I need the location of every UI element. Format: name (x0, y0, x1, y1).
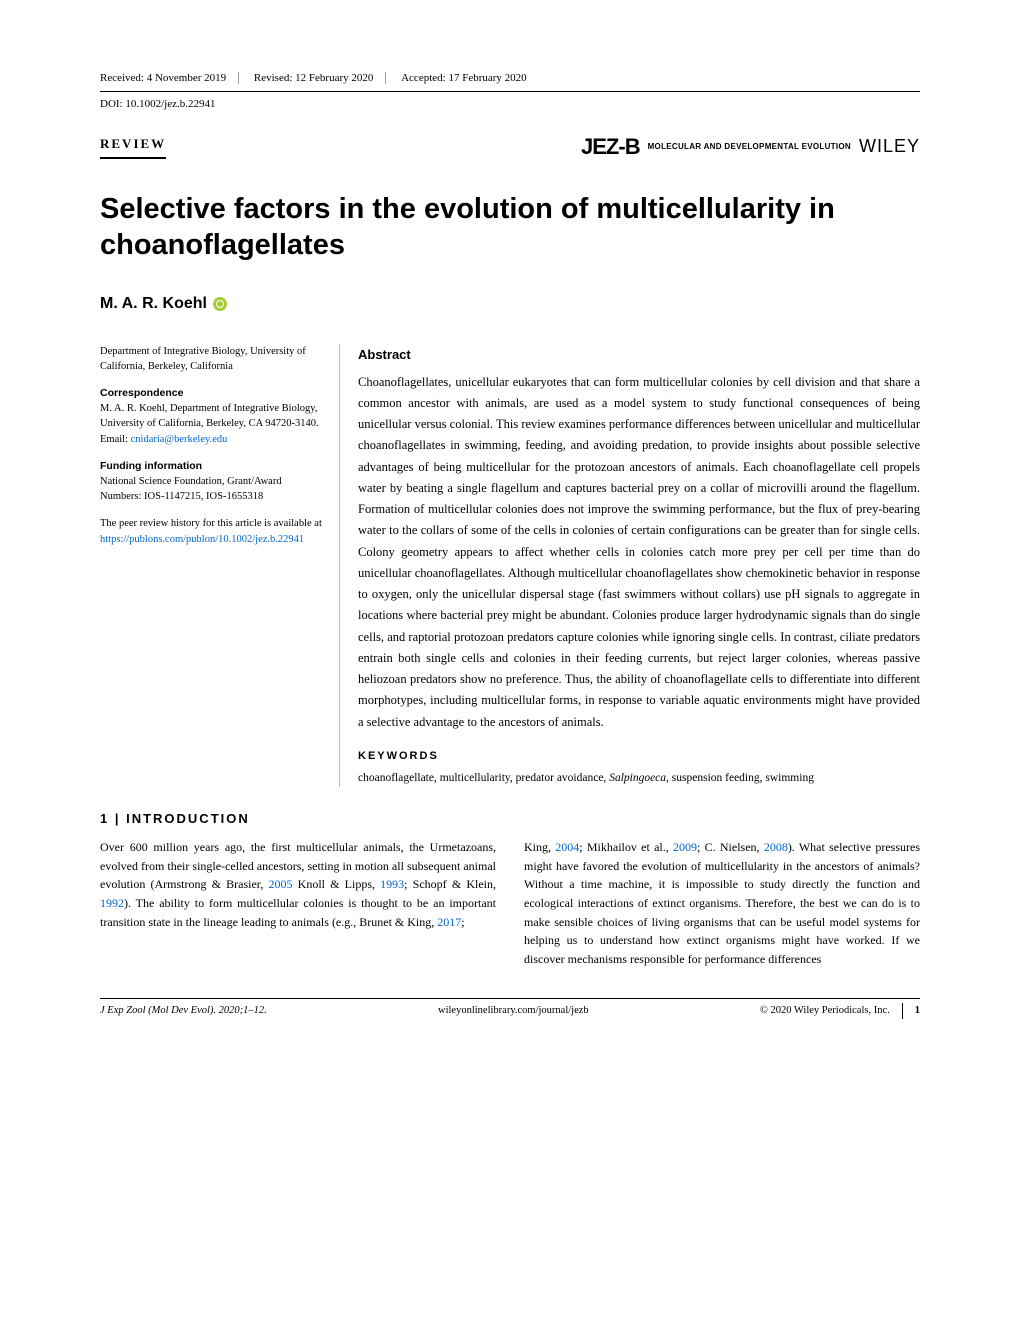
correspondence-text: M. A. R. Koehl, Department of Integrativ… (100, 401, 325, 431)
peer-review-block: The peer review history for this article… (100, 516, 325, 546)
doi-text: DOI: 10.1002/jez.b.22941 (100, 96, 920, 113)
citation-link[interactable]: 1992 (100, 896, 124, 910)
section-heading-intro: 1 | INTRODUCTION (100, 809, 920, 829)
article-type-label: REVIEW (100, 134, 166, 160)
citation-link[interactable]: 2009 (673, 840, 697, 854)
revised-date: Revised: 12 February 2020 (242, 72, 386, 84)
received-date: Received: 4 November 2019 (100, 72, 239, 84)
intro-paragraph-right: King, 2004; Mikhailov et al., 2009; C. N… (524, 838, 920, 968)
body-text: ; Mikhailov et al., (579, 840, 673, 854)
footer-right: © 2020 Wiley Periodicals, Inc. 1 (760, 1003, 920, 1019)
funding-label: Funding information (100, 459, 325, 474)
abstract-heading: Abstract (358, 344, 920, 366)
page-footer: J Exp Zool (Mol Dev Evol). 2020;1–12. wi… (100, 998, 920, 1019)
keywords-text: choanoflagellate, multicellularity, pred… (358, 770, 920, 787)
body-text: ). What selective pressures might have f… (524, 840, 920, 966)
correspondence-block: Correspondence M. A. R. Koehl, Departmen… (100, 386, 325, 447)
body-column-left: Over 600 million years ago, the first mu… (100, 838, 496, 968)
footer-left: J Exp Zool (Mol Dev Evol). 2020;1–12. (100, 1003, 267, 1019)
email-link[interactable]: cnidaria@berkeley.edu (131, 434, 228, 445)
article-title: Selective factors in the evolution of mu… (100, 191, 920, 264)
footer-year-pages: 2020;1–12. (216, 1005, 267, 1016)
orcid-icon[interactable] (213, 297, 227, 311)
body-text: ; (461, 915, 464, 929)
page-number: 1 (902, 1003, 920, 1019)
footer-url[interactable]: wileyonlinelibrary.com/journal/jezb (438, 1003, 589, 1019)
citation-link[interactable]: 2004 (555, 840, 579, 854)
footer-journal-cite: J Exp Zool (Mol Dev Evol). (100, 1005, 216, 1016)
accepted-date: Accepted: 17 February 2020 (389, 72, 539, 84)
keywords-heading: KEYWORDS (358, 747, 920, 766)
intro-paragraph-left: Over 600 million years ago, the first mu… (100, 838, 496, 931)
body-column-right: King, 2004; Mikhailov et al., 2009; C. N… (524, 838, 920, 968)
author-line: M. A. R. Koehl (100, 292, 920, 316)
body-text: ; C. Nielsen, (697, 840, 764, 854)
author-name: M. A. R. Koehl (100, 292, 207, 316)
metadata-abstract-row: Department of Integrative Biology, Unive… (100, 344, 920, 787)
keywords-italic: Salpingoeca (609, 772, 666, 784)
email-label: Email: (100, 434, 131, 445)
journal-logo-main: JEZ-B (581, 130, 640, 163)
keywords-part-b: , suspension feeding, swimming (666, 772, 814, 784)
footer-copyright: © 2020 Wiley Periodicals, Inc. (760, 1003, 890, 1019)
submission-dates-bar: Received: 4 November 2019 Revised: 12 Fe… (100, 70, 920, 92)
abstract-column: Abstract Choanoflagellates, unicellular … (358, 344, 920, 787)
funding-block: Funding information National Science Fou… (100, 459, 325, 505)
peer-review-link[interactable]: https://publons.com/publon/10.1002/jez.b… (100, 534, 304, 545)
peer-review-text: The peer review history for this article… (100, 518, 322, 529)
header-row: REVIEW JEZ-B MOLECULAR AND DEVELOPMENTAL… (100, 130, 920, 163)
abstract-text: Choanoflagellates, unicellular eukaryote… (358, 372, 920, 733)
citation-link[interactable]: 2017 (437, 915, 461, 929)
journal-logo-subtitle: MOLECULAR AND DEVELOPMENTAL EVOLUTION (648, 141, 851, 153)
metadata-sidebar: Department of Integrative Biology, Unive… (100, 344, 340, 787)
affiliation-text: Department of Integrative Biology, Unive… (100, 344, 325, 374)
body-columns: Over 600 million years ago, the first mu… (100, 838, 920, 968)
email-line: Email: cnidaria@berkeley.edu (100, 432, 325, 447)
body-text: Knoll & Lipps, (293, 877, 381, 891)
correspondence-label: Correspondence (100, 386, 325, 401)
citation-link[interactable]: 2005 (269, 877, 293, 891)
publisher-logo: WILEY (859, 133, 920, 160)
citation-link[interactable]: 2008 (764, 840, 788, 854)
body-text: King, (524, 840, 555, 854)
funding-text: National Science Foundation, Grant/Award… (100, 474, 325, 504)
citation-link[interactable]: 1993 (380, 877, 404, 891)
body-text: ; Schopf & Klein, (404, 877, 496, 891)
journal-logo-block: JEZ-B MOLECULAR AND DEVELOPMENTAL EVOLUT… (581, 130, 920, 163)
keywords-part-a: choanoflagellate, multicellularity, pred… (358, 772, 609, 784)
